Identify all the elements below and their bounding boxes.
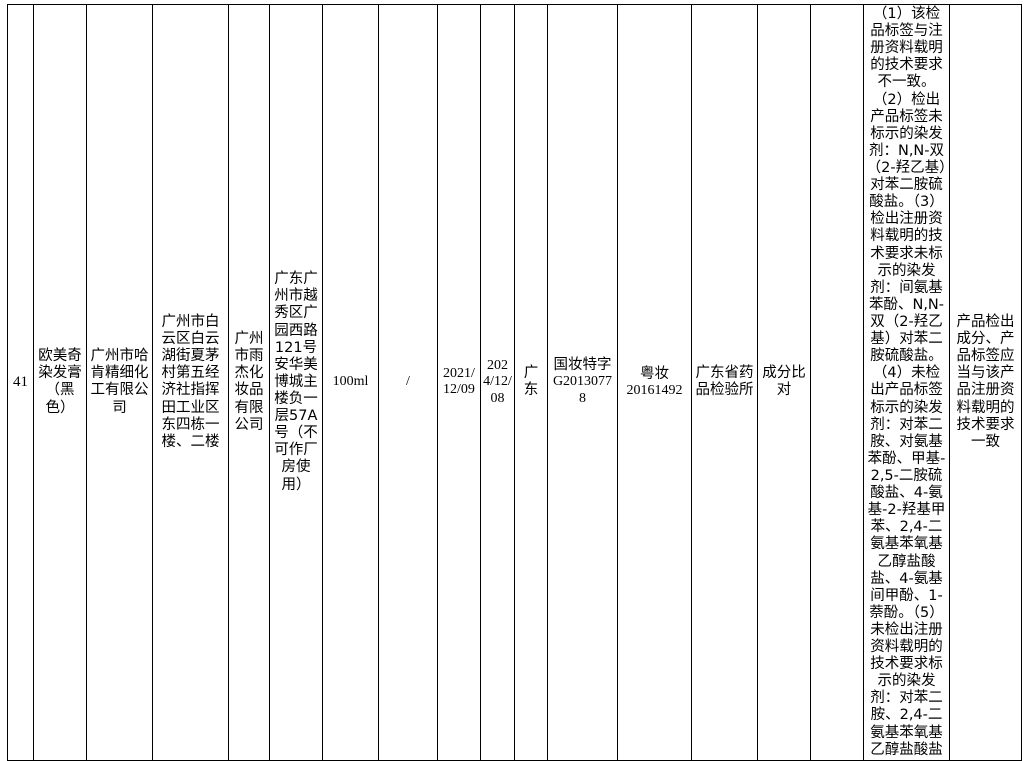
specification-text: 100ml bbox=[332, 374, 369, 390]
cell-sampling-province: 广东 bbox=[514, 4, 548, 761]
filing-number-label: 粤妆 bbox=[640, 365, 669, 382]
cell-manufacturer: 广州市哈肯精细化工有限公司 bbox=[86, 4, 153, 761]
batch-number-text: / bbox=[406, 374, 410, 390]
sequence-number-text: 41 bbox=[13, 373, 28, 390]
sampling-date-text: 2024/12/08 bbox=[483, 357, 512, 406]
manufacturer-text: 广州市哈肯精细化工有限公司 bbox=[90, 348, 149, 416]
inspection-table-sheet: 41 欧美奇染发膏（黑色） 广州市哈肯精细化工有限公司 广州市白云区白云湖街夏茅… bbox=[7, 4, 1022, 761]
cell-inspection-item: 成分比对 bbox=[757, 4, 811, 761]
table-row: 41 欧美奇染发膏（黑色） 广州市哈肯精细化工有限公司 广州市白云区白云湖街夏茅… bbox=[7, 4, 1022, 761]
cell-inspection-institute: 广东省药品检验所 bbox=[691, 4, 758, 761]
filing-number-code: 20161492 bbox=[626, 382, 683, 398]
nominal-producer-text: 广州市雨杰化妆品有限公司 bbox=[234, 331, 264, 433]
cell-standard-requirement: 产品检出成分、产品标签应当与该产品注册资料载明的技术要求一致 bbox=[949, 4, 1022, 761]
cell-nominal-producer: 广州市雨杰化妆品有限公司 bbox=[228, 4, 270, 761]
production-date-text: 2021/12/09 bbox=[443, 365, 475, 398]
inspection-institute-text: 广东省药品检验所 bbox=[695, 365, 754, 399]
inspection-item-text: 成分比对 bbox=[762, 365, 806, 399]
product-name-text: 欧美奇染发膏（黑色） bbox=[38, 348, 82, 416]
approval-number-label: 国妆特字 bbox=[553, 357, 612, 374]
cell-sampling-date: 2024/12/08 bbox=[480, 4, 515, 761]
cell-nominal-producer-address: 广东广州市越秀区广园西路121号安华美博城主楼负一层57A号（不可作厂房使用） bbox=[269, 4, 323, 761]
cell-filing-number: 粤妆 20161492 bbox=[617, 4, 692, 761]
nominal-producer-address-text: 广东广州市越秀区广园西路121号安华美博城主楼负一层57A号（不可作厂房使用） bbox=[274, 271, 318, 493]
sampling-province-text: 广东 bbox=[523, 365, 539, 399]
manufacturer-address-text: 广州市白云区白云湖街夏茅村第五经济社指挥田工业区东四栋一楼、二楼 bbox=[161, 313, 220, 450]
cell-sequence-number: 41 bbox=[7, 4, 34, 761]
inspection-result-table: 41 欧美奇染发膏（黑色） 广州市哈肯精细化工有限公司 广州市白云区白云湖街夏茅… bbox=[7, 4, 1022, 761]
cell-empty-spacer bbox=[810, 4, 864, 761]
cell-production-date: 2021/12/09 bbox=[437, 4, 481, 761]
cell-manufacturer-address: 广州市白云区白云湖街夏茅村第五经济社指挥田工业区东四栋一楼、二楼 bbox=[152, 4, 229, 761]
cell-inspection-result-detail: （1）该检品标签与注册资料载明的技术要求不一致。（2）检出产品标签未标示的染发剂… bbox=[863, 4, 950, 761]
cell-product-name: 欧美奇染发膏（黑色） bbox=[33, 4, 87, 761]
standard-requirement-text: 产品检出成分、产品标签应当与该产品注册资料载明的技术要求一致 bbox=[956, 313, 1015, 450]
cell-batch-number: / bbox=[378, 4, 438, 761]
approval-number-code: G20130778 bbox=[552, 374, 613, 406]
inspection-result-detail-text: （1）该检品标签与注册资料载明的技术要求不一致。（2）检出产品标签未标示的染发剂… bbox=[866, 6, 947, 758]
cell-specification: 100ml bbox=[322, 4, 379, 761]
cell-approval-number: 国妆特字 G20130778 bbox=[547, 4, 618, 761]
